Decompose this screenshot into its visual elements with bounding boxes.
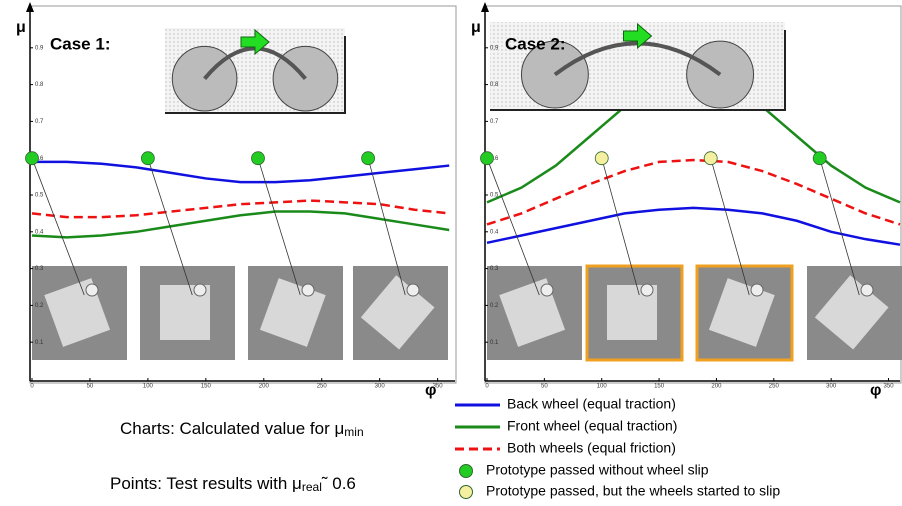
y-tick-label: 0.9	[490, 45, 499, 51]
connector	[819, 158, 860, 296]
chart: μ φ Case 1: 0.1 0.2 0.3 0.4 0.5 0.6 0.7 0.8 0.9 0 50 1…	[16, 2, 457, 399]
axis-arrow	[26, 2, 34, 12]
axis-arrow	[481, 2, 489, 12]
legend-label: Prototype passed without wheel slip	[486, 462, 709, 478]
note-text: Charts: Calculated value for μ	[120, 419, 344, 438]
test-point	[594, 151, 609, 166]
photo-detail	[406, 283, 420, 297]
photo-detail	[540, 283, 554, 297]
y-tick-label: 0.8	[490, 82, 499, 88]
photo-detail	[750, 283, 764, 297]
y-tick-label: 0.7	[35, 119, 44, 125]
note-sub: min	[344, 425, 363, 439]
x-tick-label: 350	[884, 384, 895, 390]
y-axis-label: μ	[471, 19, 481, 36]
charts-note: Charts: Calculated value for μmin	[120, 419, 364, 439]
x-tick-label: 100	[143, 384, 154, 390]
photo-detail	[640, 283, 654, 297]
legend-label: Front wheel (equal traction)	[507, 418, 677, 434]
connector	[601, 158, 640, 296]
series-line	[486, 206, 901, 246]
y-tick-label: 0.2	[35, 303, 44, 309]
y-tick-label: 0.6	[490, 156, 499, 162]
test-point	[703, 151, 718, 166]
series-line	[486, 158, 901, 226]
plot-clip	[31, 160, 450, 239]
x-tick-label: 250	[317, 384, 328, 390]
photo-detail	[860, 283, 874, 297]
x-axis-label: φ	[425, 382, 436, 399]
chart: μ φ Case 2: 0.1 0.2 0.3 0.4 0.5 0.6 0.7 0.8 0.9 0 50 1…	[471, 2, 902, 399]
x-tick-label: 50	[541, 384, 548, 390]
legend-label: Both wheels (equal friction)	[507, 440, 676, 456]
y-tick-label: 0.4	[35, 229, 44, 235]
x-tick-label: 300	[826, 384, 837, 390]
x-tick-label: 100	[597, 384, 608, 390]
legend-label: Prototype passed, but the wheels started…	[486, 483, 780, 499]
y-tick-label: 0.8	[35, 82, 44, 88]
inset-frame	[490, 30, 786, 111]
legend-swatch	[459, 464, 473, 478]
y-tick-label: 0.1	[490, 340, 499, 346]
x-tick-label: 0	[30, 384, 34, 390]
connector	[31, 158, 85, 296]
test-point	[251, 151, 265, 166]
photo-detail	[85, 283, 99, 297]
x-tick-label: 300	[375, 384, 386, 390]
test-point	[140, 151, 155, 166]
test-point	[361, 151, 375, 166]
series-line	[31, 210, 450, 239]
series-line	[32, 160, 450, 184]
inset-frame	[165, 36, 346, 114]
note-text: ˜ 0.6	[321, 474, 356, 493]
legend-label: Back wheel (equal traction)	[507, 396, 676, 412]
y-tick-label: 0.4	[490, 229, 499, 235]
y-tick-label: 0.5	[35, 193, 44, 199]
arrow	[623, 22, 653, 50]
x-tick-label: 50	[87, 384, 94, 390]
arrow	[240, 28, 270, 56]
x-tick-label: 350	[433, 384, 444, 390]
legend: Back wheel (equal traction) Front wheel (…	[455, 396, 780, 499]
y-tick-label: 0.3	[35, 266, 44, 272]
y-tick-label: 0.3	[490, 266, 499, 272]
x-tick-label: 0	[485, 384, 489, 390]
note-sub: real	[302, 480, 322, 494]
note-text: Points: Test results with μ	[110, 474, 302, 493]
test-point	[25, 151, 39, 166]
y-tick-label: 0.1	[35, 340, 44, 346]
legend-swatch	[459, 485, 473, 499]
connector	[257, 158, 301, 296]
photo-detail	[301, 283, 315, 297]
x-tick-label: 200	[711, 384, 722, 390]
photo-detail	[193, 283, 207, 297]
chart-title: Case 1:	[50, 34, 110, 53]
y-tick-label: 0.6	[35, 156, 44, 162]
x-tick-label: 250	[769, 384, 780, 390]
x-tick-label: 150	[654, 384, 665, 390]
test-point	[480, 151, 494, 166]
x-tick-label: 150	[201, 384, 212, 390]
chart-title: Case 2:	[505, 34, 565, 53]
connector	[367, 158, 406, 296]
x-axis-label: φ	[870, 382, 881, 399]
connector	[147, 158, 193, 296]
y-axis-label: μ	[16, 19, 26, 36]
connector	[710, 158, 750, 296]
y-tick-label: 0.2	[490, 303, 499, 309]
points-note: Points: Test results with μreal˜ 0.6	[110, 474, 356, 494]
y-tick-label: 0.7	[490, 119, 499, 125]
test-point	[812, 151, 827, 166]
y-tick-label: 0.9	[35, 45, 44, 51]
y-tick-label: 0.5	[490, 193, 499, 199]
connector	[486, 158, 540, 296]
x-tick-label: 200	[259, 384, 270, 390]
layer: μ φ Case 1: 0.1 0.2 0.3 0.4 0.5 0.6 0.7 0.8 0.9 0 50 1…	[16, 2, 902, 499]
